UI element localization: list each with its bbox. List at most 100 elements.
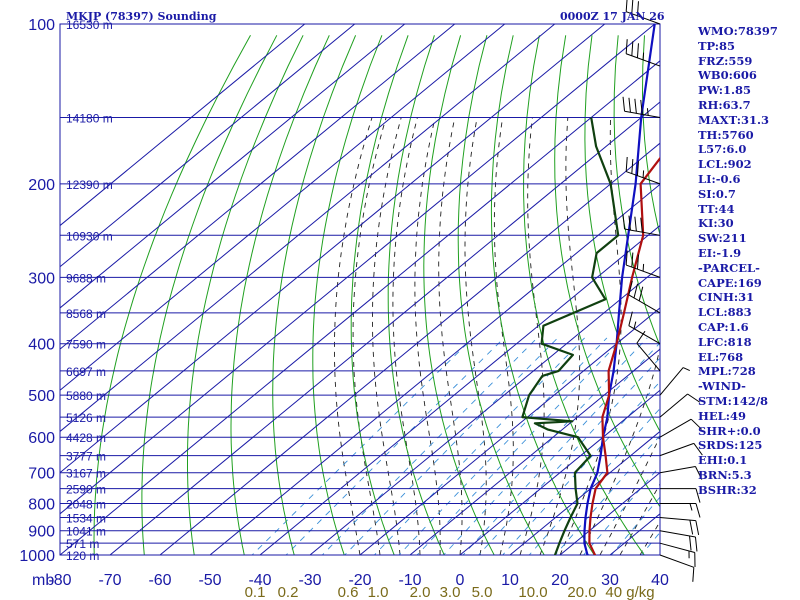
mixing-ratio-label: 0.2 [278,584,299,600]
mixing-ratio-label: 10.0 [518,584,547,600]
moist-adiabat-line [438,117,463,555]
index-row: L57:6.0 [698,142,747,157]
dry-adiabat-line [490,35,595,555]
height-label: 571 m [66,537,99,551]
index-row: BSHR:32 [698,482,757,497]
temperature-tick-label: -10 [398,572,421,589]
wind-barb-staff [659,367,684,396]
isotherm-line [60,24,356,268]
wind-barb-flag [636,254,639,270]
wind-barb-staff [659,530,696,538]
dry-adiabat-line [554,35,660,508]
wind-barb-flag [695,466,703,480]
isotherm-line [259,224,660,555]
wind-barb [659,442,703,457]
wind-barb [625,156,661,185]
wind-barb-staff [659,393,688,418]
index-row: CAP:1.6 [698,319,749,334]
dry-adiabat-line [423,35,495,555]
temperature-tick-label: 10 [501,572,519,589]
isotherm-line [309,266,660,555]
index-row: TH:5760 [698,127,754,142]
wind-barb-half-flag [642,52,645,60]
isotherm-line [459,389,660,555]
height-label: 5126 m [66,411,106,425]
wind-barb [625,250,661,278]
height-label: 14180 m [66,112,113,126]
wind-barb [659,517,700,536]
dewpoint-profile-line [521,117,620,555]
wind-barb [659,542,696,568]
wind-barb [628,311,661,345]
wind-barb-flag [631,252,634,268]
wind-barb-flag [622,214,626,230]
temperature-tick-label: -50 [198,572,221,589]
moist-adiabat-line [559,117,622,555]
wind-barb [625,39,661,67]
pressure-unit-label: mb [32,572,54,589]
index-row: MPL:728 [698,364,756,379]
isotherm-line [359,307,660,555]
dry-adiabat-line [457,35,545,555]
pressure-tick-label: 200 [28,177,55,194]
mixing-ratio-line [442,337,648,555]
wind-barb-flag [695,488,701,503]
wind-barb-flag [628,280,633,296]
pressure-tick-label: 600 [28,430,55,447]
wind-barb-flag [636,1,639,16]
index-row: RH:63.7 [698,97,751,112]
moist-adiabat-line [539,117,581,555]
index-row: SRDS:125 [698,438,763,453]
wind-barb [660,488,701,503]
temperature-profile-line [588,156,660,555]
height-label: 2048 m [66,498,106,512]
temperature-tick-label: 40 [651,572,669,589]
mixing-ratio-line [398,337,608,555]
dry-adiabat-line [350,35,409,555]
index-row: -WIND- [698,379,746,394]
wind-barb-flag [631,159,634,174]
mixing-ratio-label: 0.6 [338,584,359,600]
wind-barb [659,530,698,552]
pressure-tick-label: 300 [28,270,55,287]
height-label: 7590 m [66,338,106,352]
pressure-tick-label: 900 [28,524,55,541]
mixing-ratio-label: 2.0 [410,584,431,600]
isotherm-line [509,430,660,555]
wind-barb-half-flag [633,321,637,329]
height-label: 9688 m [66,271,106,285]
height-label: 16530 m [66,18,113,32]
wind-barb-flag [628,311,633,326]
wind-barb-flag [689,535,692,551]
wind-barb-flag [636,161,639,176]
height-label: 3167 m [66,467,106,481]
height-label: 5880 m [66,389,106,403]
isotherm-line [60,24,306,227]
wind-barbs [622,0,703,582]
index-row: WMO:78397 [698,24,778,38]
index-row: SW:211 [698,231,747,246]
wind-barb-flag [640,217,643,233]
pressure-tick-label: 800 [28,497,55,514]
wind-barb-staff [659,418,692,438]
dry-adiabat-line [613,35,660,347]
height-label: 12390 m [66,178,113,192]
height-label: 10930 m [66,229,113,243]
index-row: EL:768 [698,349,744,364]
isotherms [60,24,660,555]
wind-barb [659,466,703,480]
wind-barb-flag [687,393,700,403]
index-row: CINH:31 [698,290,755,305]
wind-barb-flag [640,99,643,115]
mixing-ratio-line [285,337,505,555]
wind-barb-flag [625,39,628,54]
height-label: 6697 m [66,365,106,379]
wind-barb-staff [659,554,694,568]
dry-adiabat-line [272,35,357,555]
dry-adiabat-line [584,35,660,433]
wind-barb-staff [659,442,694,457]
index-row: BRN:5.3 [698,467,752,482]
profiles [521,24,660,555]
wind-barb-staff [636,342,661,372]
